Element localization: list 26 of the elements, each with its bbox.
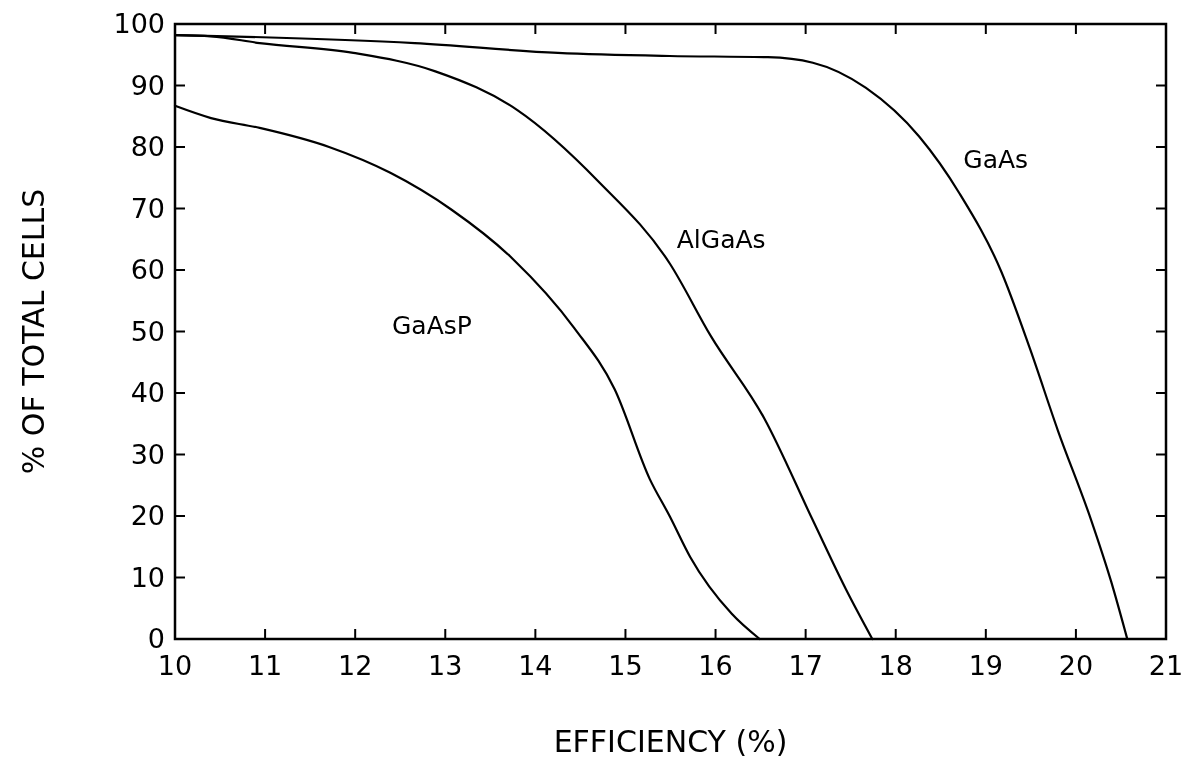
- y-tick-label: 20: [130, 500, 165, 532]
- y-tick-label: 100: [113, 8, 165, 40]
- y-tick-label: 60: [130, 254, 165, 286]
- y-tick-label: 70: [130, 192, 165, 224]
- x-tick-label: 15: [608, 650, 643, 681]
- series-label: GaAs: [963, 145, 1029, 175]
- x-tick-label: 16: [698, 650, 733, 681]
- y-tick-label: 40: [130, 377, 165, 409]
- y-axis-title: % OF TOTAL CELLS: [16, 188, 51, 475]
- x-tick-label: 13: [428, 650, 463, 681]
- text: GaAsP: [392, 311, 472, 341]
- x-tick-label: 19: [968, 650, 1003, 681]
- y-tick-label: 10: [130, 561, 165, 593]
- y-tick-label: 30: [130, 438, 165, 470]
- x-tick-label: 20: [1058, 650, 1094, 681]
- y-tick-label: 80: [130, 131, 165, 163]
- x-tick-label: 18: [878, 650, 913, 681]
- series-label: AlGaAs: [676, 225, 766, 254]
- x-tick-label: 12: [338, 650, 373, 681]
- x-tick-label: 21: [1148, 650, 1184, 681]
- y-tick-label: 90: [130, 69, 165, 101]
- x-axis-title: EFFICIENCY (%): [553, 724, 788, 759]
- x-tick-label: 14: [518, 650, 553, 681]
- x-tick-label: 11: [247, 650, 283, 681]
- y-tick-label: 50: [130, 315, 165, 347]
- x-tick-label: 17: [788, 650, 823, 681]
